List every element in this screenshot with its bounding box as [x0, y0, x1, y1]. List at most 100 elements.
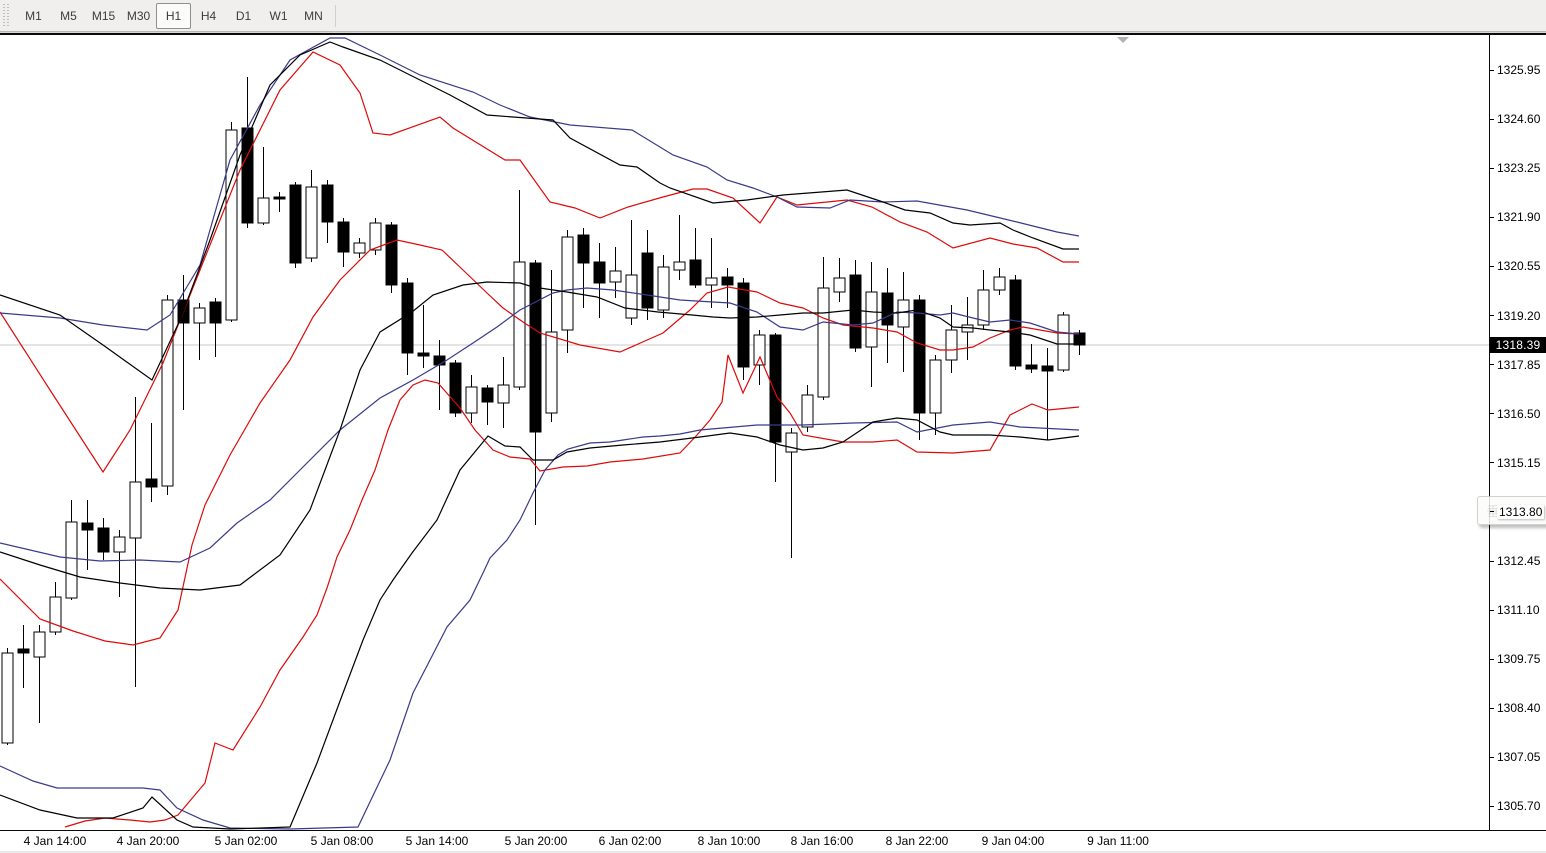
timeframe-M1[interactable]: M1: [25, 8, 42, 23]
candle[interactable]: [417, 304, 430, 368]
timeframe-M15[interactable]: M15: [91, 8, 116, 23]
candle[interactable]: [913, 294, 926, 440]
candle[interactable]: [209, 298, 222, 358]
candle[interactable]: [337, 218, 350, 268]
candle[interactable]: [609, 247, 622, 299]
price-tick-label: 1325.95: [1497, 63, 1541, 78]
candle[interactable]: [129, 397, 142, 687]
candle[interactable]: [193, 302, 206, 360]
candle[interactable]: [993, 267, 1006, 295]
candle[interactable]: [369, 218, 382, 256]
candle[interactable]: [641, 230, 654, 320]
candle[interactable]: [817, 256, 830, 400]
timeframe-W1[interactable]: W1: [269, 8, 288, 23]
candle[interactable]: [401, 278, 414, 375]
candle[interactable]: [657, 255, 670, 319]
candle[interactable]: [945, 304, 958, 374]
overlay-navy-upper: [0, 37, 1080, 331]
candle[interactable]: [449, 359, 462, 418]
candle[interactable]: [81, 499, 94, 571]
price-tick: 1311.10: [1490, 603, 1540, 617]
time-label: 5 Jan 02:00: [214, 834, 278, 848]
candle[interactable]: [225, 122, 238, 323]
candle[interactable]: [529, 259, 542, 526]
price-tick: 1317.85: [1490, 358, 1540, 372]
timeframe-M5[interactable]: M5: [60, 8, 77, 23]
candle[interactable]: [385, 222, 398, 293]
timeframe-H4[interactable]: H4: [200, 8, 217, 23]
time-label: 9 Jan 04:00: [981, 834, 1045, 848]
candle[interactable]: [145, 423, 158, 503]
candle[interactable]: [257, 146, 270, 225]
candle[interactable]: [769, 332, 782, 483]
candle[interactable]: [65, 499, 78, 600]
candle[interactable]: [113, 530, 126, 598]
time-scale[interactable]: 4 Jan 14:00 4 Jan 20:00 5 Jan 02:00 5 Jan 0…: [0, 831, 1546, 853]
candle[interactable]: [305, 170, 318, 263]
candle[interactable]: [705, 238, 718, 308]
price-tick: 1312.45: [1490, 554, 1540, 568]
candle[interactable]: [353, 238, 366, 259]
price-tick: 1305.70: [1490, 799, 1540, 813]
time-label: 9 Jan 11:00: [1087, 834, 1149, 848]
overlay-red-lower: [64, 354, 1080, 828]
candle[interactable]: [1041, 347, 1054, 440]
candle[interactable]: [321, 179, 334, 244]
candle[interactable]: [689, 227, 702, 288]
candle[interactable]: [929, 354, 942, 435]
price-tick: 1307.05: [1490, 750, 1540, 764]
candle[interactable]: [897, 271, 910, 372]
candle[interactable]: [865, 262, 878, 387]
autoscroll-triangle-icon[interactable]: [1117, 37, 1129, 43]
candle[interactable]: [785, 427, 798, 559]
candle[interactable]: [849, 259, 862, 352]
overlay-red-middle: [0, 239, 1080, 646]
candle[interactable]: [1, 647, 14, 746]
candles-layer: [1, 76, 1086, 746]
candle[interactable]: [881, 267, 894, 363]
candle[interactable]: [625, 219, 638, 325]
price-tick-label: 1305.70: [1497, 799, 1541, 814]
candle[interactable]: [481, 385, 494, 426]
candle[interactable]: [33, 625, 46, 724]
candle[interactable]: [49, 582, 62, 635]
candle[interactable]: [241, 76, 254, 228]
candle[interactable]: [801, 385, 814, 432]
timeframe-toolbar: M1 M5 M15 M30 H1 H4 D1 W1 MN: [0, 0, 1546, 32]
price-tick-mark: [1490, 364, 1494, 366]
candle[interactable]: [1009, 274, 1022, 371]
candle[interactable]: [593, 243, 606, 319]
candle[interactable]: [17, 625, 30, 688]
candle[interactable]: [673, 215, 686, 280]
price-tick: 1315.15: [1490, 456, 1540, 470]
candle[interactable]: [273, 191, 286, 212]
timeframe-MN[interactable]: MN: [304, 8, 323, 23]
candle[interactable]: [289, 182, 302, 268]
candle[interactable]: [97, 518, 110, 560]
price-tick-mark: [1490, 462, 1494, 464]
candle[interactable]: [833, 258, 846, 303]
price-tick-mark: [1490, 658, 1494, 660]
candle[interactable]: [177, 274, 190, 411]
timeframe-H1[interactable]: H1: [156, 2, 191, 29]
candle[interactable]: [721, 267, 734, 308]
candle[interactable]: [433, 339, 446, 411]
time-label: 5 Jan 08:00: [310, 834, 374, 848]
candle[interactable]: [1025, 343, 1038, 374]
price-scale[interactable]: 1325.95 1324.60 1323.25 1321.90 1320.55 1319.…: [1490, 35, 1546, 831]
candle[interactable]: [737, 278, 750, 380]
candle[interactable]: [513, 190, 526, 391]
candle[interactable]: [1073, 330, 1086, 355]
candle[interactable]: [1057, 311, 1070, 372]
price-tick: 1309.75: [1490, 652, 1540, 666]
price-tick-mark: [1490, 315, 1494, 317]
candle[interactable]: [465, 374, 478, 424]
candle[interactable]: [497, 357, 510, 428]
candle[interactable]: [161, 294, 174, 495]
timeframe-D1[interactable]: D1: [235, 8, 252, 23]
candle[interactable]: [545, 270, 558, 423]
timeframe-M30[interactable]: M30: [126, 8, 151, 23]
toolbar-drag-handle-icon[interactable]: [3, 3, 10, 28]
overlay-navy-lower: [0, 421, 1080, 830]
